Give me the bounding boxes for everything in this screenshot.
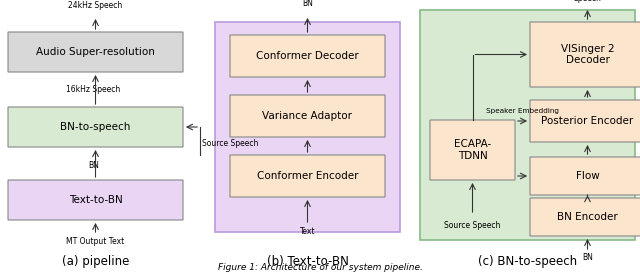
Text: Source Speech: Source Speech bbox=[444, 221, 500, 230]
Text: BN: BN bbox=[88, 160, 99, 169]
Text: Variance Adaptor: Variance Adaptor bbox=[262, 111, 353, 121]
FancyBboxPatch shape bbox=[530, 198, 640, 236]
FancyBboxPatch shape bbox=[215, 22, 400, 232]
Text: Flow: Flow bbox=[575, 171, 600, 181]
Text: Text: Text bbox=[300, 227, 316, 236]
Text: Conformer Decoder: Conformer Decoder bbox=[256, 51, 359, 61]
Text: Speaker Embedding: Speaker Embedding bbox=[486, 108, 559, 114]
Text: Conformer Encoder: Conformer Encoder bbox=[257, 171, 358, 181]
FancyBboxPatch shape bbox=[530, 100, 640, 142]
FancyBboxPatch shape bbox=[530, 157, 640, 195]
Text: Audio Super-resolution: Audio Super-resolution bbox=[36, 47, 155, 57]
Text: 24kHz Speech: 24kHz Speech bbox=[68, 1, 123, 10]
Text: (a) pipeline: (a) pipeline bbox=[62, 255, 129, 268]
FancyBboxPatch shape bbox=[8, 107, 183, 147]
FancyBboxPatch shape bbox=[230, 155, 385, 197]
Text: (c) BN-to-speech: (c) BN-to-speech bbox=[478, 255, 577, 268]
FancyBboxPatch shape bbox=[8, 180, 183, 220]
Text: BN: BN bbox=[302, 0, 313, 8]
Text: Speech: Speech bbox=[573, 0, 602, 3]
Text: BN Encoder: BN Encoder bbox=[557, 212, 618, 222]
FancyBboxPatch shape bbox=[8, 32, 183, 72]
Text: Figure 1: Architecture of our system pipeline.: Figure 1: Architecture of our system pip… bbox=[218, 264, 422, 272]
Text: ECAPA-
TDNN: ECAPA- TDNN bbox=[454, 139, 491, 161]
FancyBboxPatch shape bbox=[430, 120, 515, 180]
Text: (b) Text-to-BN: (b) Text-to-BN bbox=[267, 255, 348, 268]
Text: Source Speech: Source Speech bbox=[202, 138, 259, 147]
FancyBboxPatch shape bbox=[230, 95, 385, 137]
FancyBboxPatch shape bbox=[230, 35, 385, 77]
Text: VISinger 2
Decoder: VISinger 2 Decoder bbox=[561, 44, 614, 65]
Text: 16kHz Speech: 16kHz Speech bbox=[67, 85, 120, 94]
FancyBboxPatch shape bbox=[530, 22, 640, 87]
Text: BN-to-speech: BN-to-speech bbox=[60, 122, 131, 132]
Text: Text-to-BN: Text-to-BN bbox=[68, 195, 122, 205]
Text: BN: BN bbox=[582, 254, 593, 262]
Text: MT Output Text: MT Output Text bbox=[67, 237, 125, 246]
Text: Posterior Encoder: Posterior Encoder bbox=[541, 116, 634, 126]
FancyBboxPatch shape bbox=[420, 10, 635, 240]
